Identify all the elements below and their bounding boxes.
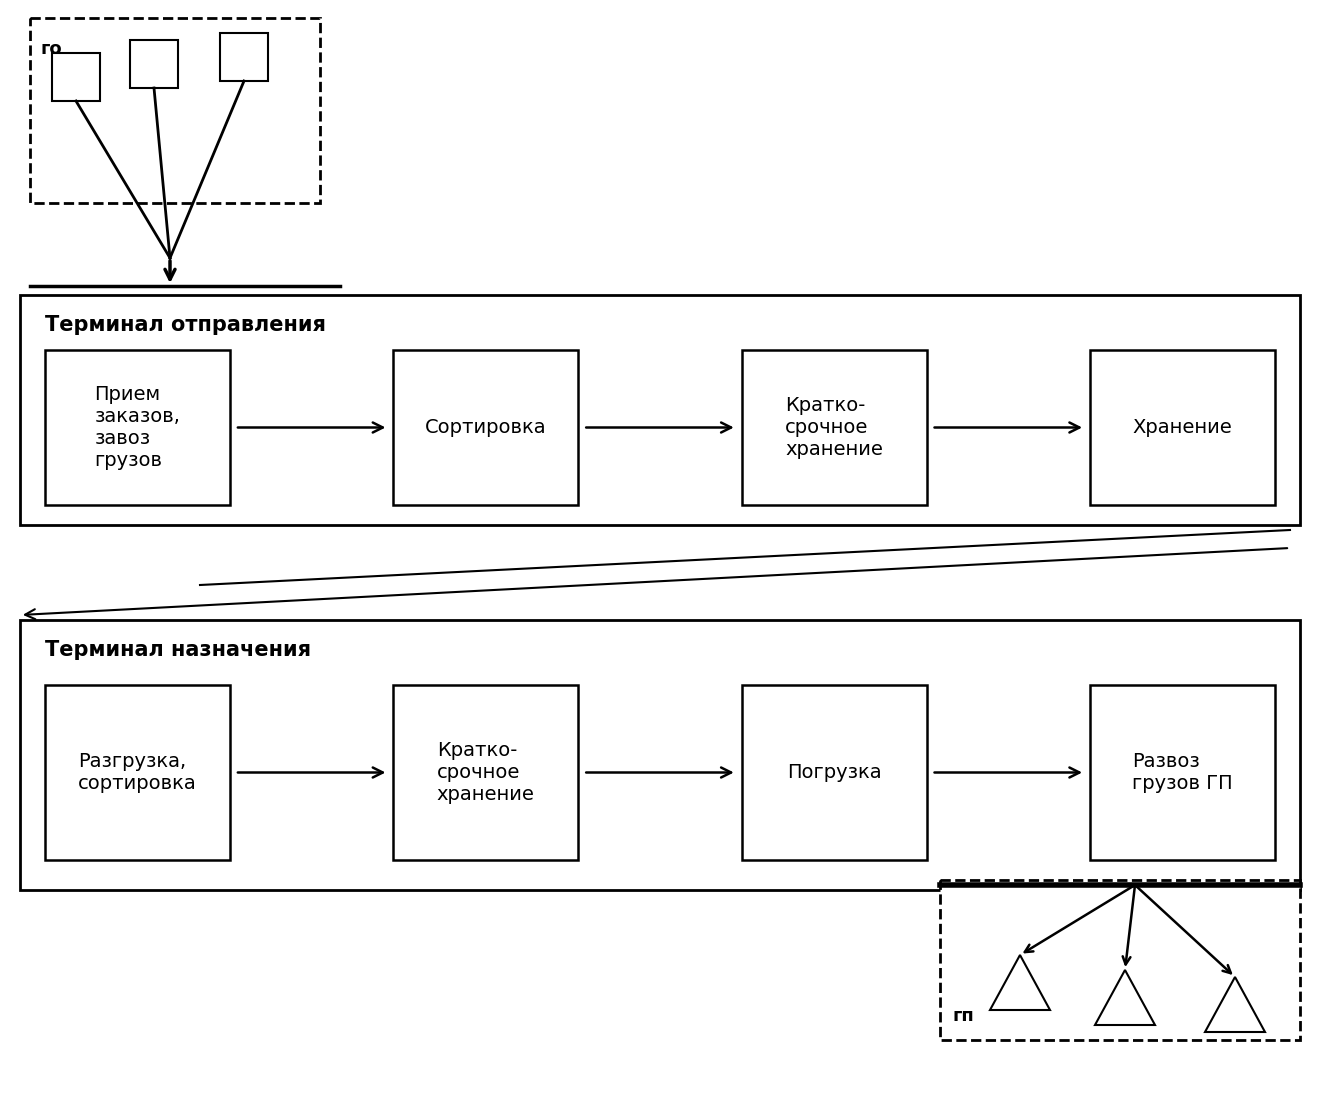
Text: Погрузка: Погрузка: [787, 763, 882, 783]
Bar: [393, 685, 578, 860]
Text: Кратко-
срочное
хранение: Кратко- срочное хранение: [785, 396, 883, 459]
Text: Сортировка: Сортировка: [425, 418, 546, 437]
Bar: [742, 685, 927, 860]
Bar: [1090, 685, 1275, 860]
Text: Терминал назначения: Терминал назначения: [45, 640, 312, 660]
Text: Прием
заказов,
завоз
грузов: Прием заказов, завоз грузов: [95, 385, 181, 470]
Bar: [393, 350, 578, 505]
Bar: [45, 350, 230, 505]
Text: Разгрузка,
сортировка: Разгрузка, сортировка: [78, 752, 197, 794]
Bar: [220, 33, 268, 81]
Bar: [51, 53, 100, 101]
Bar: [20, 295, 1300, 525]
Bar: [1090, 350, 1275, 505]
Text: гп: гп: [952, 1007, 974, 1025]
Bar: [129, 39, 178, 88]
Bar: [940, 880, 1300, 1040]
Text: Хранение: Хранение: [1133, 418, 1233, 437]
Text: Кратко-
срочное
хранение: Кратко- срочное хранение: [437, 741, 535, 804]
Bar: [20, 620, 1300, 890]
Bar: [742, 350, 927, 505]
Text: го: го: [40, 39, 62, 58]
Bar: [30, 18, 319, 203]
Text: Терминал отправления: Терминал отправления: [45, 315, 326, 335]
Bar: [45, 685, 230, 860]
Text: Развоз
грузов ГП: Развоз грузов ГП: [1133, 752, 1233, 794]
